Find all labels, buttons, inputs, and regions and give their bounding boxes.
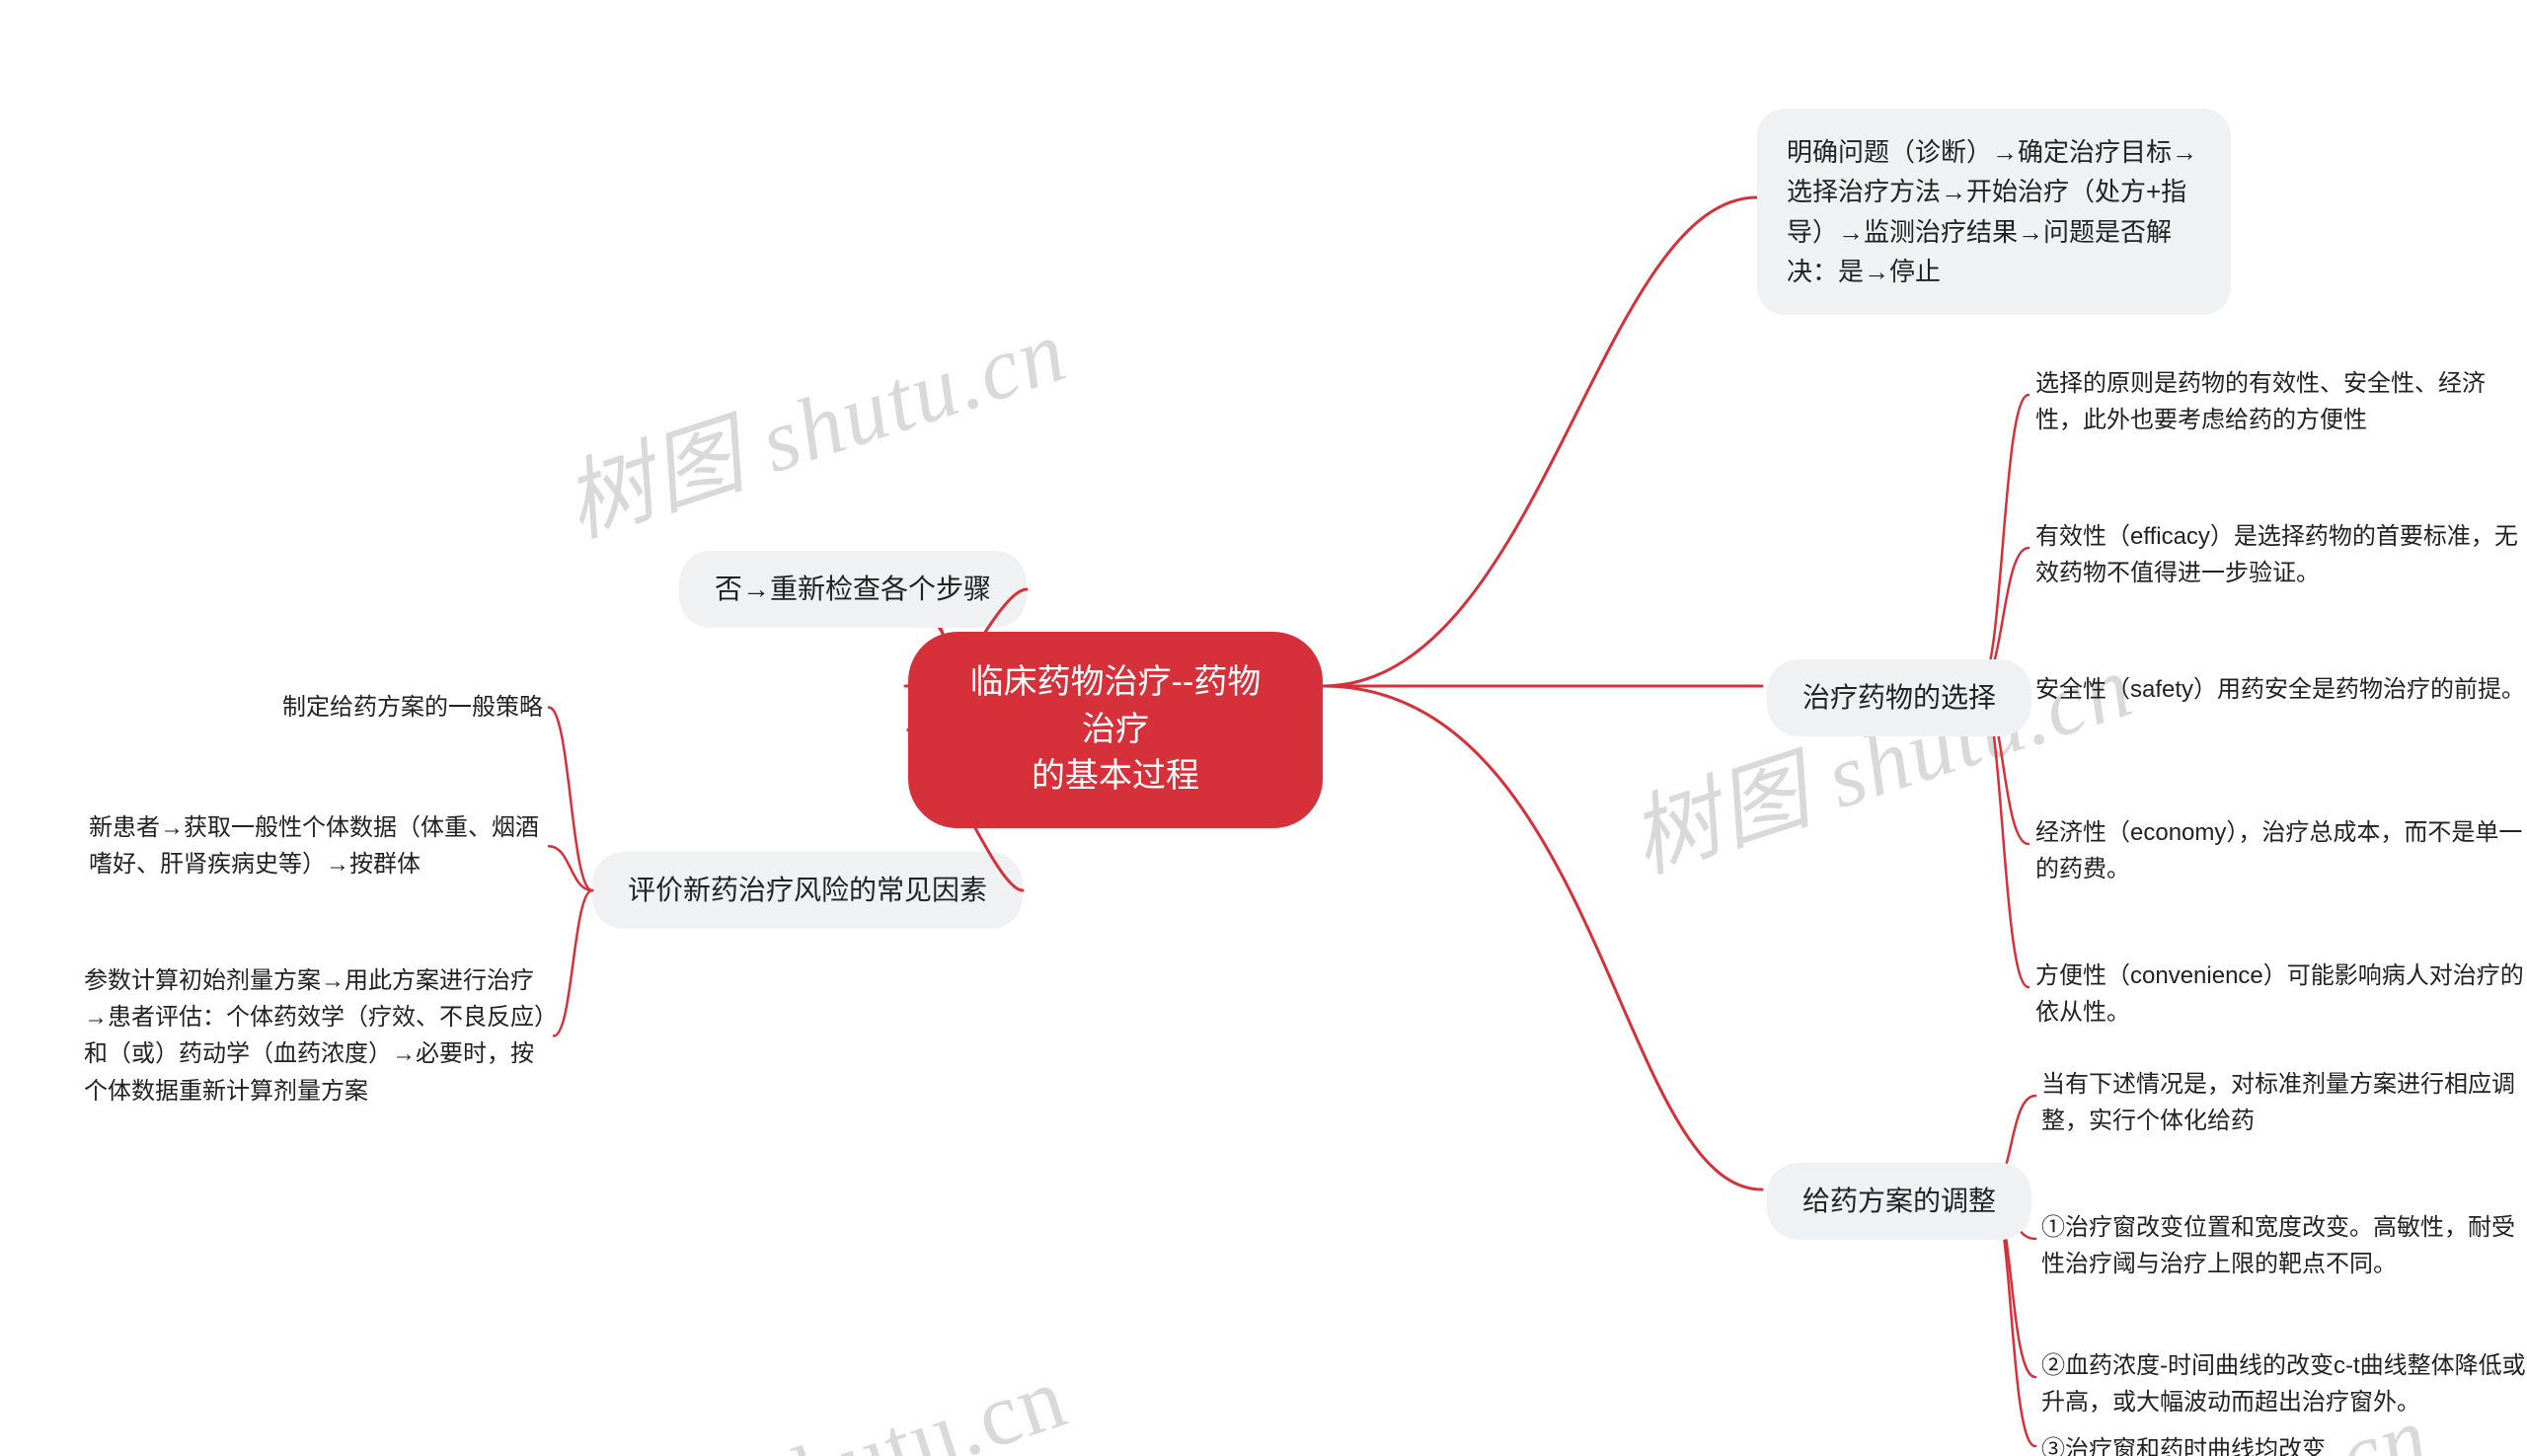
r2-leaf-5: 方便性（convenience）可能影响病人对治疗的依从性。 xyxy=(2035,958,2527,1031)
left-branch-2[interactable]: 评价新药治疗风险的常见因素 xyxy=(592,852,1023,929)
right-branch-3[interactable]: 给药方案的调整 xyxy=(1767,1163,2031,1240)
r3-leaf-2: ①治疗窗改变位置和宽度改变。高敏性，耐受性治疗阈与治疗上限的靶点不同。 xyxy=(2041,1209,2527,1282)
mindmap-canvas: 树图 shutu.cn 树图 shutu.cn 树图 shutu.cn 树图 s… xyxy=(0,0,2527,1456)
l2-leaf-3: 参数计算初始剂量方案→用此方案进行治疗→患者评估：个体药效学（疗效、不良反应）和… xyxy=(84,962,548,1110)
root-line2: 的基本过程 xyxy=(956,753,1275,801)
watermark: 树图 shutu.cn xyxy=(546,278,1080,561)
l2-leaf-2: 新患者→获取一般性个体数据（体重、烟酒嗜好、肝肾疾病史等）→按群体 xyxy=(89,809,543,882)
r2-leaf-3: 安全性（safety）用药安全是药物治疗的前提。 xyxy=(2035,671,2525,708)
right-branch-2[interactable]: 治疗药物的选择 xyxy=(1767,659,2031,736)
r3-leaf-4: ③治疗窗和药时曲线均改变 xyxy=(2041,1431,2326,1456)
r2-leaf-2: 有效性（efficacy）是选择药物的首要标准，无效药物不值得进一步验证。 xyxy=(2035,518,2527,591)
l2-leaf-1: 制定给药方案的一般策略 xyxy=(227,689,543,726)
r2-leaf-1: 选择的原则是药物的有效性、安全性、经济性，此外也要考虑给药的方便性 xyxy=(2035,365,2527,438)
root-line1: 临床药物治疗--药物治疗 xyxy=(956,659,1275,753)
root-node[interactable]: 临床药物治疗--药物治疗 的基本过程 xyxy=(908,632,1323,828)
left-branch-1[interactable]: 否→重新检查各个步骤 xyxy=(679,551,1027,628)
r2-leaf-4: 经济性（economy），治疗总成本，而不是单一的药费。 xyxy=(2035,814,2527,887)
r3-leaf-1: 当有下述情况是，对标准剂量方案进行相应调整，实行个体化给药 xyxy=(2041,1066,2527,1139)
watermark: 树图 shutu.cn xyxy=(546,1325,1080,1456)
right-branch-1[interactable]: 明确问题（诊断）→确定治疗目标→选择治疗方法→开始治疗（处方+指导）→监测治疗结… xyxy=(1757,109,2231,315)
r3-leaf-3: ②血药浓度-时间曲线的改变c-t曲线整体降低或升高，或大幅波动而超出治疗窗外。 xyxy=(2041,1347,2527,1420)
